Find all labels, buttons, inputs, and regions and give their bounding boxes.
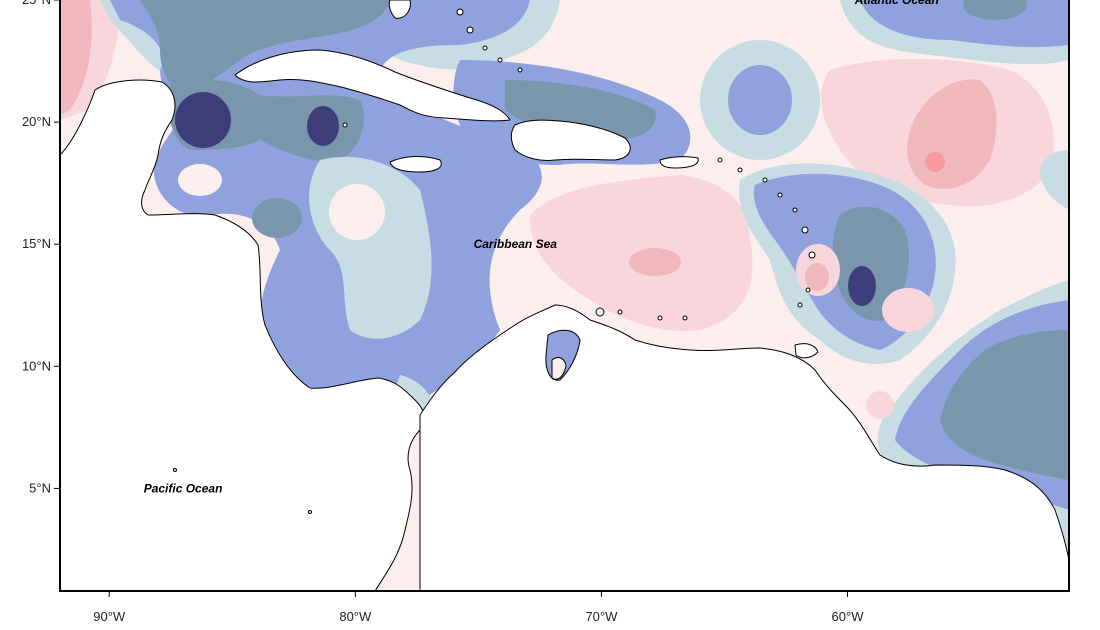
land-trinidad: [794, 343, 819, 359]
x-tick-label: 70°W: [585, 609, 618, 624]
anomaly-field: [60, 0, 1069, 591]
place-label: Atlantic Ocean: [854, 0, 939, 7]
field-negative-ne2-core: [963, 0, 1027, 20]
field-weak-positive-central: [329, 184, 385, 240]
field-positive-honduras: [178, 164, 222, 196]
land-hispaniola: [510, 119, 631, 161]
land: [60, 0, 1069, 591]
y-tick-label: 10°N: [22, 358, 51, 373]
land-south-america: [419, 304, 1069, 591]
y-tick-label: 15°N: [22, 236, 51, 251]
land-maracaibo-lake: [551, 357, 567, 380]
y-axis: 25°N 20°N 15°N 10°N 5°N: [22, 0, 60, 495]
land-florida: [388, 0, 411, 19]
field-positive-east-small: [882, 288, 934, 332]
field-strong-negative-antilles: [848, 266, 876, 306]
y-tick-label: 25°N: [22, 0, 51, 7]
land-jamaica: [389, 156, 442, 173]
field-strong-negative-yucatan: [175, 92, 231, 148]
x-tick-label: 90°W: [93, 609, 126, 624]
place-label: Caribbean Sea: [474, 237, 558, 251]
place-labels: Atlantic Ocean Caribbean Sea Pacific Ocean: [144, 0, 939, 495]
plot-frame: [59, 0, 1070, 592]
field-weak-negative-east: [1040, 150, 1069, 210]
place-label: Pacific Ocean: [144, 481, 223, 495]
field-negative-cuba: [140, 0, 390, 95]
land-central-america: [60, 79, 426, 591]
field-positive-east-core: [629, 248, 681, 276]
y-tick-label: 20°N: [22, 114, 51, 129]
field-positive-west-core: [60, 0, 92, 115]
field-strong-positive-atlantic: [925, 152, 945, 172]
field-negative-southeast: [940, 330, 1069, 480]
land-puerto-rico: [659, 156, 699, 169]
x-tick-label: 60°W: [832, 609, 865, 624]
land-cuba: [234, 49, 511, 122]
field-strong-negative-caymans: [307, 106, 339, 146]
x-tick-label: 80°W: [339, 609, 372, 624]
field-weak-negative-nicaragua: [252, 198, 302, 238]
field-moderate-negative-ne1: [728, 65, 792, 135]
field-positive-antilles-core: [805, 263, 829, 291]
x-axis: 90°W 80°W 70°W 60°W: [93, 591, 864, 624]
field-positive-trinidad: [866, 391, 894, 419]
y-tick-label: 5°N: [29, 480, 51, 495]
small-islands: [173, 8, 816, 514]
